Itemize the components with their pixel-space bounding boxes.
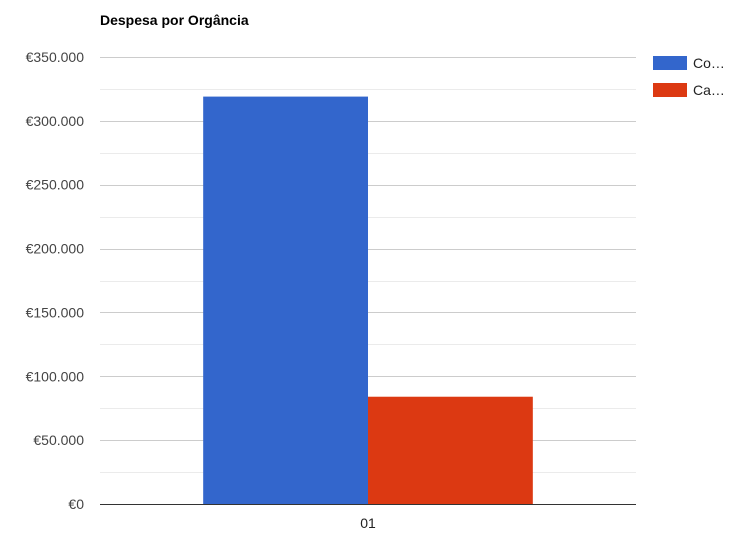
legend-swatch <box>653 56 687 70</box>
y-tick-label: €50.000 <box>33 432 84 448</box>
x-axis-ticks: 01 <box>360 515 376 531</box>
bar[interactable] <box>203 96 368 504</box>
y-tick-label: €0 <box>68 496 84 512</box>
legend: Co… Ca… <box>653 55 725 98</box>
y-tick-label: €200.000 <box>26 241 85 257</box>
bars <box>100 96 636 505</box>
y-tick-label: €350.000 <box>26 49 85 65</box>
legend-item[interactable]: Co… <box>653 55 725 71</box>
legend-item[interactable]: Ca… <box>653 82 725 98</box>
y-tick-label: €100.000 <box>26 368 85 384</box>
legend-label: Co… <box>693 55 725 71</box>
legend-label: Ca… <box>693 82 725 98</box>
y-tick-label: €250.000 <box>26 177 85 193</box>
y-tick-label: €150.000 <box>26 304 85 320</box>
y-tick-label: €300.000 <box>26 113 85 129</box>
x-tick-label: 01 <box>360 515 376 531</box>
bar[interactable] <box>368 396 533 504</box>
chart-title: Despesa por Orgância <box>100 12 249 28</box>
legend-swatch <box>653 83 687 97</box>
y-axis-ticks: €0 €50.000 €100.000 €150.000 €200.000 €250.00… <box>26 49 85 512</box>
